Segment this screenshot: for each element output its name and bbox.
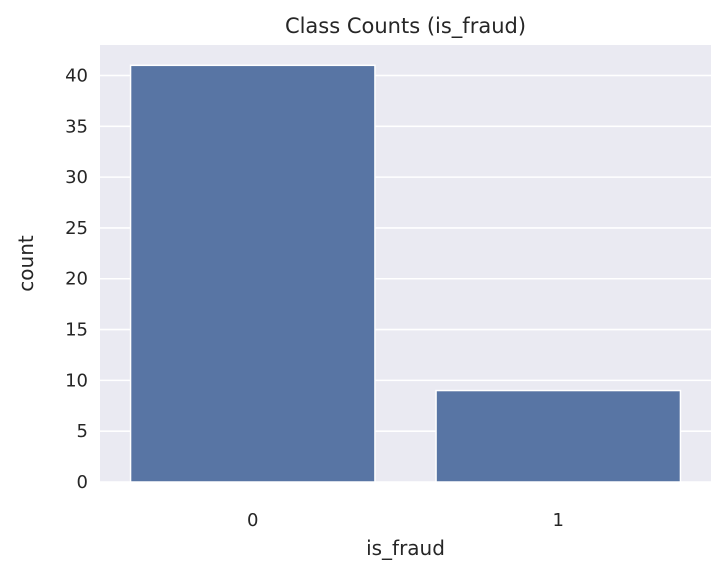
bar-0 xyxy=(129,64,376,483)
y-tick-label-35: 35 xyxy=(65,116,88,137)
y-tick-label-20: 20 xyxy=(65,269,88,290)
y-tick-label-5: 5 xyxy=(77,421,88,442)
y-axis-label: count xyxy=(14,235,38,292)
y-tick-label-15: 15 xyxy=(65,320,88,341)
y-tick-label-40: 40 xyxy=(65,65,88,86)
x-tick-label-0: 0 xyxy=(247,510,258,531)
bars xyxy=(129,64,682,483)
x-axis-label: is_fraud xyxy=(366,536,445,560)
y-tick-label-10: 10 xyxy=(65,370,88,391)
y-tick-labels: 0 5 10 15 20 25 30 35 40 xyxy=(65,65,88,493)
chart-title: Class Counts (is_fraud) xyxy=(285,14,526,39)
y-tick-label-30: 30 xyxy=(65,167,88,188)
x-tick-label-1: 1 xyxy=(553,510,564,531)
y-tick-label-0: 0 xyxy=(77,472,88,493)
bar-1 xyxy=(435,389,682,483)
y-tick-label-25: 25 xyxy=(65,218,88,239)
